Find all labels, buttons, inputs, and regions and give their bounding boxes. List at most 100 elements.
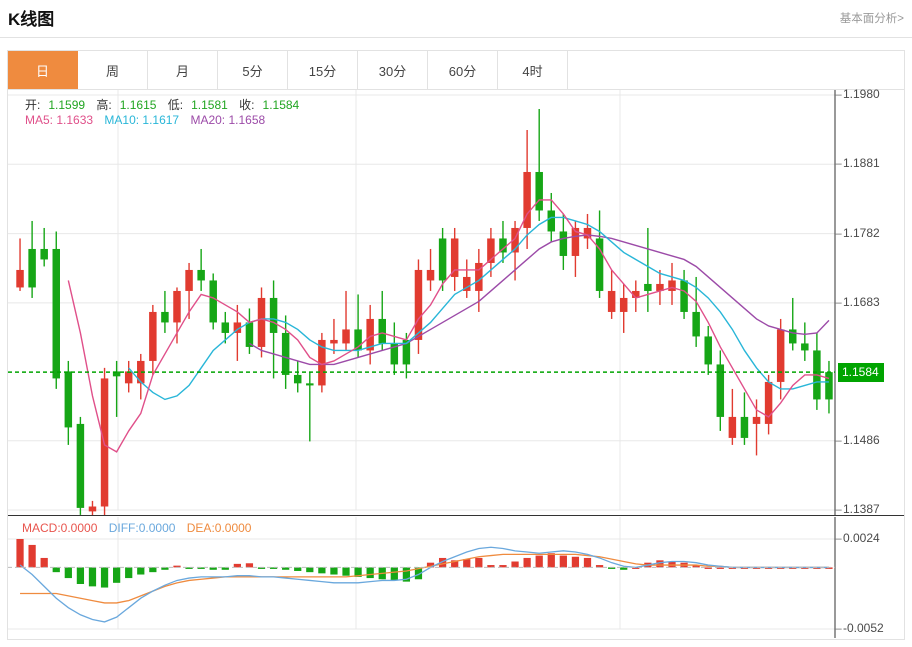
candle-body (728, 416, 737, 438)
price-axis-tick-0: 1.1980 (843, 87, 880, 101)
candle-body (330, 339, 338, 344)
macd-bar (523, 557, 531, 568)
tab-4[interactable]: 15分 (288, 51, 358, 89)
candle-body (607, 290, 616, 312)
candlestick-canvas[interactable] (8, 90, 904, 516)
macd-bar (88, 567, 97, 587)
macd-bar (451, 560, 459, 568)
page-header: K线图 基本面分析> (0, 0, 912, 38)
macd-bar (740, 567, 749, 569)
candle-body (656, 283, 664, 291)
price-axis-tick-2: 1.1782 (843, 225, 880, 240)
candle-body (40, 248, 48, 260)
macd-axis-tickmark-1: – (835, 621, 842, 635)
candle-body (209, 280, 217, 323)
candle-body (197, 269, 205, 281)
macd-bar (764, 567, 773, 569)
candle-body (16, 269, 24, 288)
macd-bar (306, 567, 314, 573)
macd-canvas[interactable] (8, 517, 904, 638)
macd-bar (752, 567, 761, 569)
candle-body (342, 329, 350, 344)
macd-bar (149, 567, 157, 573)
tab-7[interactable]: 4时 (498, 51, 568, 89)
macd-bar (294, 567, 302, 571)
tab-0[interactable]: 日 (8, 51, 78, 89)
candle-body (692, 311, 700, 337)
macd-bar (185, 567, 193, 569)
ma20-line (249, 234, 830, 366)
ma5-line (67, 199, 830, 453)
candle-body (414, 269, 423, 340)
price-axis-tick-3: 1.1683 (843, 294, 880, 309)
macd-bar (704, 567, 712, 569)
price-axis-tickmark-0: – (835, 87, 842, 101)
macd-bar (173, 565, 181, 568)
macd-bar (535, 555, 543, 568)
price-axis-tickmark-4: – (835, 432, 842, 447)
price-panel[interactable]: 开: 1.1599 高: 1.1615 低: 1.1581 收: 1.1584 MA5:… (8, 90, 904, 516)
candle-body (149, 311, 157, 361)
macd-bar (511, 561, 519, 568)
tab-1[interactable]: 周 (78, 51, 148, 89)
macd-bar (125, 567, 133, 579)
candle-body (124, 371, 133, 384)
candle-body (825, 372, 833, 400)
macd-bar (402, 567, 411, 582)
candle-body (668, 280, 676, 291)
tab-2[interactable]: 月 (148, 51, 218, 89)
candle-body (137, 360, 145, 384)
macd-bar (366, 567, 374, 579)
candle-body (390, 343, 399, 365)
tab-3[interactable]: 5分 (218, 51, 288, 89)
ma10-line (128, 216, 829, 401)
macd-bar (269, 567, 278, 569)
candle-body (535, 171, 543, 211)
candle-body (487, 238, 495, 263)
macd-bar (632, 567, 640, 569)
candle-body (499, 238, 507, 253)
macd-bar (487, 565, 495, 568)
candle-body (402, 339, 411, 365)
price-axis-tick-4: 1.1486 (843, 432, 880, 447)
fundamental-analysis-link[interactable]: 基本面分析> (839, 13, 904, 25)
tab-6[interactable]: 60分 (428, 51, 498, 89)
tab-5[interactable]: 30分 (358, 51, 428, 89)
candle-body (644, 283, 652, 291)
macd-bar (137, 567, 145, 575)
macd-axis-tick-0: 0.0024 (843, 531, 880, 545)
tab-label: 月 (175, 63, 189, 79)
tab-label: 15分 (308, 63, 337, 79)
macd-bar (282, 567, 290, 570)
candle-body (64, 371, 73, 428)
macd-panel[interactable]: MACD:0.0000 DIFF:0.0000 DEA:0.0000 (8, 517, 904, 638)
macd-bar (656, 560, 664, 568)
candle-body (463, 276, 471, 291)
candle-body (583, 227, 592, 239)
candle-body (269, 297, 278, 333)
macd-bar (40, 557, 48, 568)
candle-body (619, 297, 628, 312)
tab-label: 日 (35, 63, 49, 79)
candle-body (318, 339, 326, 386)
candle-body (245, 322, 254, 347)
macd-bar (777, 567, 785, 569)
macd-bar (257, 567, 266, 569)
macd-bar (76, 567, 85, 584)
macd-bar (595, 565, 604, 568)
candle-body (112, 371, 121, 377)
macd-bar (789, 567, 797, 569)
macd-bar (559, 555, 567, 568)
candle-body (378, 318, 386, 344)
candle-body (559, 231, 568, 256)
candle-body (680, 280, 688, 312)
candle-body (511, 227, 519, 253)
price-axis-tick-1: 1.1881 (843, 156, 880, 171)
candle-body (28, 248, 36, 288)
price-axis-tick-5: 1.1387 (843, 502, 880, 516)
candle-body (257, 297, 266, 347)
candle-body (547, 210, 556, 232)
macd-bar (620, 567, 628, 570)
tab-label: 30分 (378, 63, 407, 79)
macd-bar (318, 567, 326, 574)
